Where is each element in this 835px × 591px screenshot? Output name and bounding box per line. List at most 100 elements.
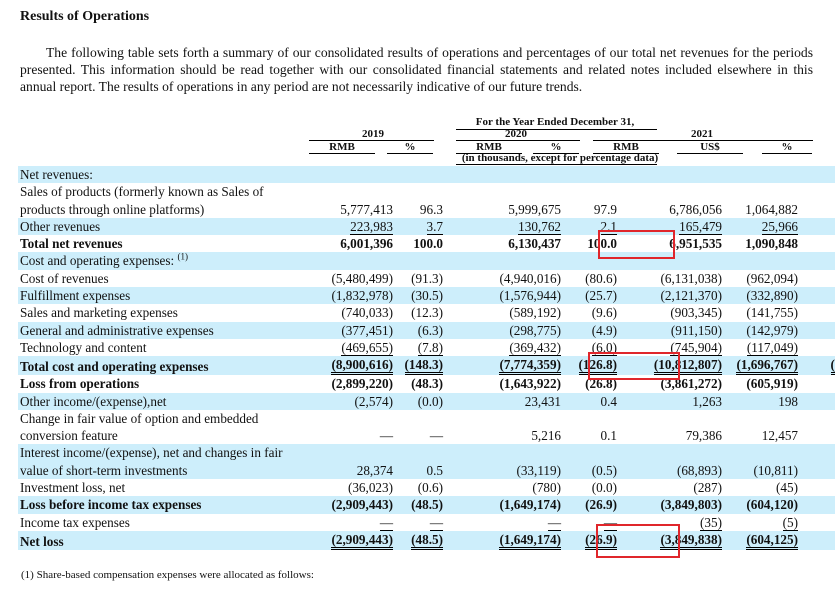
row-label: Cost of revenues — [18, 270, 308, 287]
table-row: Total cost and operating expenses (8,900,… — [18, 356, 835, 376]
cell-value — [725, 166, 801, 184]
cell-value: (605,919) — [725, 375, 801, 392]
cell-text: (2,574) — [354, 393, 393, 409]
cell-text: — — [429, 428, 443, 444]
cell-value: 97.9 — [564, 183, 620, 218]
cell-value: (2,121,370) — [620, 287, 725, 305]
cell-value: 5,999,675 — [446, 183, 564, 218]
cell-value: (55.5) — [801, 375, 835, 392]
cell-value: (287) — [620, 479, 725, 496]
year-2019: 2019 — [362, 128, 384, 140]
cell-text: (25.7) — [585, 288, 617, 304]
row-label: Net loss — [18, 530, 308, 550]
cell-value: — — [308, 514, 396, 531]
table-row: Fulfillment expenses (1,832,978) (30.5) (1,… — [18, 287, 835, 305]
cell-value: (1,576,944) — [446, 287, 564, 305]
cell-text: 5,216 — [531, 428, 561, 444]
cell-value — [308, 252, 396, 270]
cell-value: (962,094) — [725, 270, 801, 287]
row-label-text: Net revenues: — [20, 167, 93, 182]
col-underline — [762, 153, 812, 154]
cell-text: (2,899,220) — [331, 376, 393, 392]
cell-value: 28,374 — [308, 444, 396, 480]
cell-value: (0.0) — [801, 514, 835, 531]
cell-value: (26.9) — [564, 496, 620, 514]
cell-text: (0.6) — [417, 480, 443, 496]
cell-value: (469,655) — [308, 339, 396, 356]
cell-text: (298,775) — [509, 322, 561, 338]
cell-value: (589,192) — [446, 304, 564, 321]
cell-text: (6,131,038) — [660, 270, 722, 286]
col-pct-2020: % — [550, 141, 562, 153]
cell-text: (5,480,499) — [331, 270, 393, 286]
cell-value: (780) — [446, 479, 564, 496]
highlight-total-net-revenues — [598, 230, 675, 259]
row-label: Income tax expenses — [18, 514, 308, 531]
cell-value: 6,130,437 — [446, 235, 564, 252]
cell-text: (26.8) — [585, 376, 617, 392]
row-label: Loss before income tax expenses — [18, 496, 308, 514]
row-label-text: Loss from operations — [20, 376, 140, 392]
table-row: Total net revenues 6,001,396 100.0 6,130,43… — [18, 235, 835, 252]
cell-value: (911,150) — [620, 321, 725, 339]
table-row: Technology and content (469,655) (7.8) (369… — [18, 339, 835, 356]
row-label: Total net revenues — [18, 235, 308, 252]
row-label-text: Other revenues — [20, 218, 101, 234]
cell-text: (4.9) — [591, 322, 617, 338]
cell-value: (1,649,174) — [446, 530, 564, 550]
cell-value: 3.7 — [396, 217, 446, 236]
cell-text: (10,812,807) — [653, 357, 722, 376]
cell-text: (1,832,978) — [331, 288, 393, 304]
cell-value: (30.5) — [801, 287, 835, 305]
cell-value: (68,893) — [620, 444, 725, 480]
cell-value: (26.9) — [564, 530, 620, 550]
cell-value: 0.4 — [564, 392, 620, 410]
cell-value: (91.3) — [396, 270, 446, 287]
row-label: Technology and content — [18, 339, 308, 356]
cell-value: (332,890) — [725, 287, 801, 305]
cell-text: 79,386 — [685, 428, 722, 444]
cell-value: (0.0) — [801, 479, 835, 496]
cell-value: 130,762 — [446, 217, 564, 236]
cell-text: 130,762 — [518, 218, 561, 235]
cell-value: (13.1) — [801, 321, 835, 339]
row-label: Investment loss, net — [18, 479, 308, 496]
cell-value: (6.3) — [396, 321, 446, 339]
cell-value — [308, 166, 396, 184]
cell-text: 6,786,056 — [669, 201, 722, 217]
cell-text: (30.5) — [411, 288, 443, 304]
cell-value: 223,983 — [308, 217, 396, 236]
table-row: Loss from operations (2,899,220) (48.3) (1,… — [18, 375, 835, 392]
cell-value: (3,861,272) — [620, 375, 725, 392]
table-row: Investment loss, net (36,023) (0.6) (780) (0… — [18, 479, 835, 496]
footnote-ref: (1) — [177, 252, 188, 263]
row-label-text: Investment loss, net — [20, 480, 126, 496]
table-row: Interest income/(expense), net and chang… — [18, 444, 835, 480]
cell-text: (7,774,359) — [499, 357, 561, 376]
cell-text: (26.9) — [585, 497, 617, 513]
cell-value: (377,451) — [308, 321, 396, 339]
cell-value: 2.4 — [801, 217, 835, 236]
row-label: Interest income/(expense), net and chang… — [18, 444, 308, 480]
cell-text: (48.3) — [411, 376, 443, 392]
cell-value: 96.3 — [396, 183, 446, 218]
cell-value: (1,649,174) — [446, 496, 564, 514]
cell-text: (48.5) — [411, 532, 443, 550]
cell-text: (2,909,443) — [331, 532, 393, 550]
cell-value: (740,033) — [308, 304, 396, 321]
cell-value: (3,849,838) — [620, 530, 725, 550]
col-rmb-2021: RMB — [613, 141, 639, 153]
cell-text: 6,951,535 — [669, 236, 722, 252]
cell-value: (10,812,807) — [620, 356, 725, 376]
cell-text: (155.5) — [830, 357, 835, 376]
cell-text: (604,125) — [746, 532, 798, 550]
cell-value: (148.3) — [396, 356, 446, 376]
cell-text: 23,431 — [524, 393, 561, 409]
cell-value: (2,909,443) — [308, 496, 396, 514]
year-2019-underline — [309, 140, 434, 141]
cell-value — [801, 252, 835, 270]
cell-text: (148.3) — [404, 357, 443, 376]
cell-text: (35) — [700, 514, 722, 531]
cell-value: 0.5 — [396, 444, 446, 480]
cell-text: — — [379, 514, 393, 531]
